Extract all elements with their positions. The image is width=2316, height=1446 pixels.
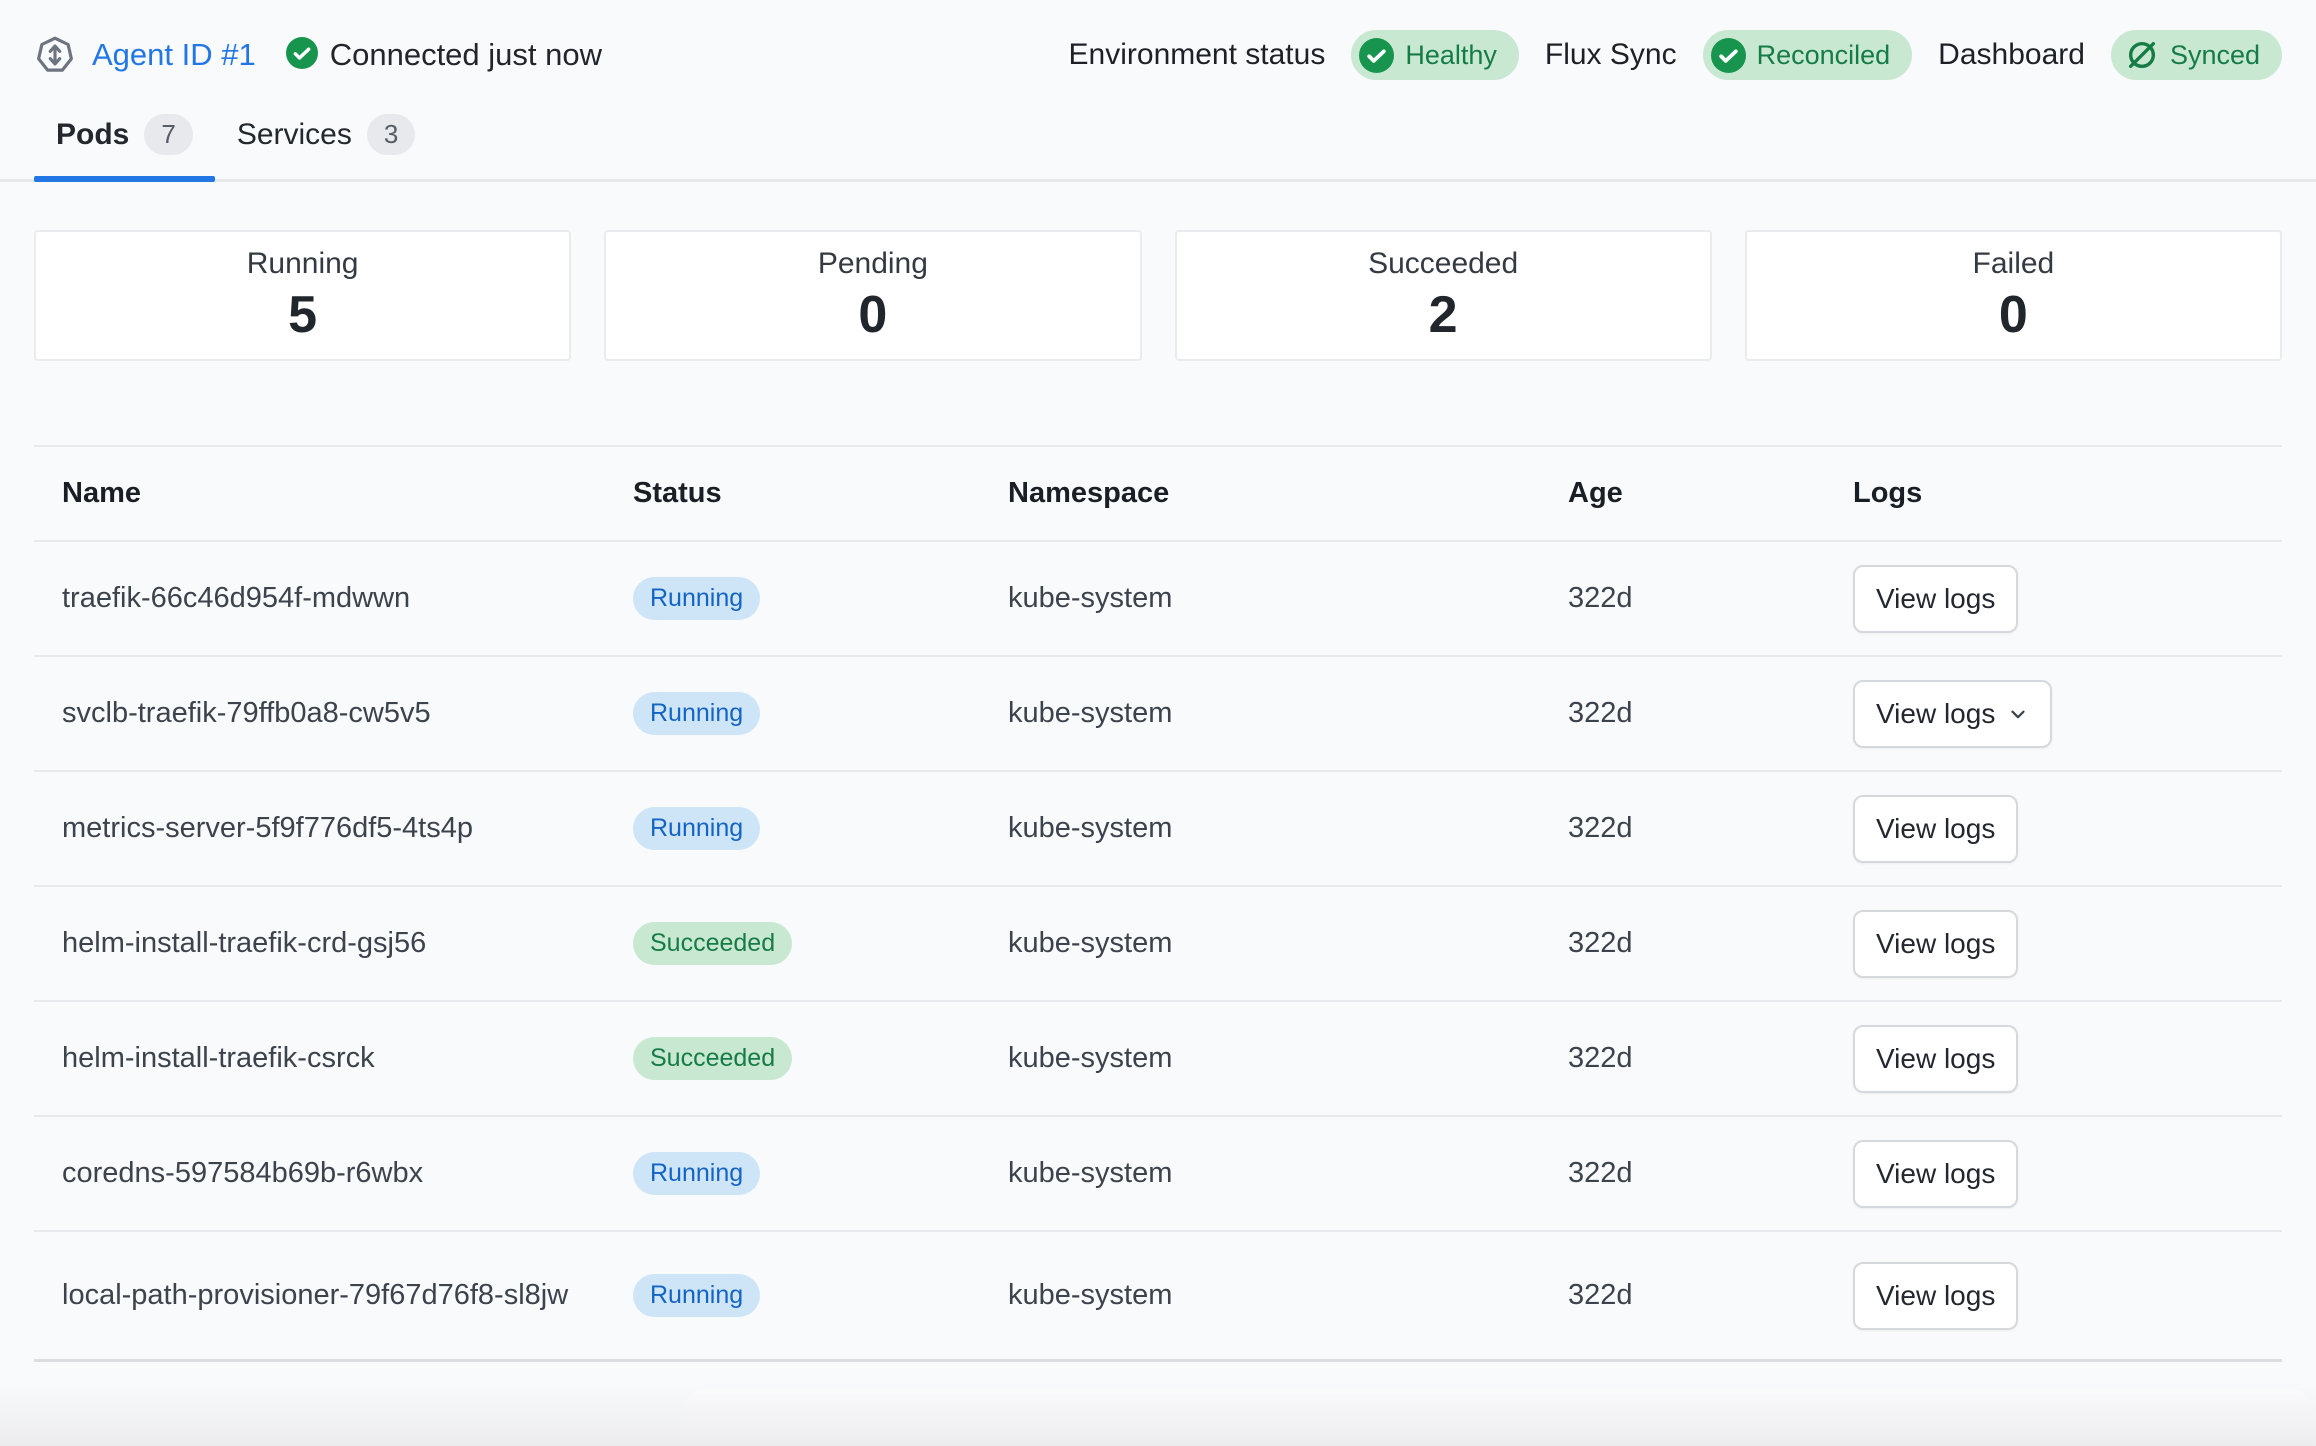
dashboard-label: Dashboard bbox=[1938, 38, 2085, 72]
bottom-panel-edge bbox=[680, 1388, 2316, 1446]
summary-card-succeeded: Succeeded 2 bbox=[1175, 230, 1712, 361]
sync-icon bbox=[2125, 38, 2159, 72]
view-logs-button[interactable]: View logs bbox=[1853, 795, 2018, 863]
tab-pods-label: Pods bbox=[56, 118, 129, 152]
pod-age: 322d bbox=[1568, 927, 1853, 960]
pod-name: traefik-66c46d954f-mdwwn bbox=[62, 579, 633, 618]
table-row: metrics-server-5f9f776df5-4ts4p Running … bbox=[34, 772, 2282, 887]
column-header-namespace: Namespace bbox=[1008, 477, 1568, 510]
view-logs-button[interactable]: View logs bbox=[1853, 910, 2018, 978]
flux-sync-badge-text: Reconciled bbox=[1757, 40, 1891, 71]
column-header-name: Name bbox=[62, 477, 633, 510]
topbar: Agent ID #1 Connected just now Environme… bbox=[0, 0, 2316, 82]
summary-card-value: 2 bbox=[1429, 285, 1458, 345]
summary-card-running: Running 5 bbox=[34, 230, 571, 361]
table-row: helm-install-traefik-csrck Succeeded kub… bbox=[34, 1002, 2282, 1117]
pod-name: local-path-provisioner-79f67d76f8-sl8jw bbox=[62, 1276, 633, 1315]
environment-status-badge: Healthy bbox=[1351, 30, 1519, 80]
summary-card-failed: Failed 0 bbox=[1745, 230, 2282, 361]
table-row: helm-install-traefik-crd-gsj56 Succeeded… bbox=[34, 887, 2282, 1002]
view-logs-label: View logs bbox=[1876, 813, 1995, 845]
tab-services-count-badge: 3 bbox=[367, 114, 415, 155]
view-logs-button[interactable]: View logs bbox=[1853, 1140, 2018, 1208]
flux-sync-label: Flux Sync bbox=[1545, 38, 1677, 72]
environment-status-badge-text: Healthy bbox=[1405, 40, 1497, 71]
view-logs-label: View logs bbox=[1876, 1280, 1995, 1312]
pod-namespace: kube-system bbox=[1008, 812, 1568, 845]
summary-card-label: Succeeded bbox=[1368, 247, 1518, 281]
column-header-age: Age bbox=[1568, 477, 1853, 510]
view-logs-label: View logs bbox=[1876, 1158, 1995, 1190]
pod-age: 322d bbox=[1568, 697, 1853, 730]
environment-status-label: Environment status bbox=[1069, 38, 1326, 72]
pod-namespace: kube-system bbox=[1008, 1279, 1568, 1312]
table-row: local-path-provisioner-79f67d76f8-sl8jw … bbox=[34, 1232, 2282, 1362]
pod-name: svclb-traefik-79ffb0a8-cw5v5 bbox=[62, 694, 633, 733]
table-header-row: Name Status Namespace Age Logs bbox=[34, 445, 2282, 542]
pod-namespace: kube-system bbox=[1008, 1042, 1568, 1075]
pod-namespace: kube-system bbox=[1008, 697, 1568, 730]
check-circle-icon bbox=[1711, 38, 1746, 73]
summary-card-value: 0 bbox=[1999, 285, 2028, 345]
pod-namespace: kube-system bbox=[1008, 582, 1568, 615]
view-logs-button[interactable]: View logs bbox=[1853, 1025, 2018, 1093]
summary-card-value: 5 bbox=[288, 285, 317, 345]
status-badge: Running bbox=[633, 1274, 760, 1318]
view-logs-label: View logs bbox=[1876, 928, 1995, 960]
view-logs-button[interactable]: View logs bbox=[1853, 1262, 2018, 1330]
agent-shield-arrows-icon bbox=[34, 34, 76, 76]
status-badge: Running bbox=[633, 577, 760, 621]
view-logs-label: View logs bbox=[1876, 583, 1995, 615]
pod-namespace: kube-system bbox=[1008, 1157, 1568, 1190]
status-badge: Succeeded bbox=[633, 1037, 792, 1081]
check-circle-icon bbox=[1359, 38, 1394, 73]
column-header-logs: Logs bbox=[1853, 477, 2282, 510]
pod-name: helm-install-traefik-crd-gsj56 bbox=[62, 924, 633, 963]
view-logs-button[interactable]: View logs bbox=[1853, 680, 2052, 748]
pod-age: 322d bbox=[1568, 812, 1853, 845]
tab-bar: Pods 7 Services 3 bbox=[0, 114, 2316, 182]
view-logs-button[interactable]: View logs bbox=[1853, 565, 2018, 633]
pods-table: Name Status Namespace Age Logs traefik-6… bbox=[34, 445, 2282, 1362]
pod-age: 322d bbox=[1568, 1157, 1853, 1190]
status-badge: Running bbox=[633, 1152, 760, 1196]
view-logs-label: View logs bbox=[1876, 698, 1995, 730]
pod-name: metrics-server-5f9f776df5-4ts4p bbox=[62, 809, 633, 848]
pod-name: helm-install-traefik-csrck bbox=[62, 1039, 633, 1078]
tab-services-label: Services bbox=[237, 118, 352, 152]
status-badge: Running bbox=[633, 807, 760, 851]
status-badge: Running bbox=[633, 692, 760, 736]
chevron-down-icon bbox=[2007, 703, 2029, 725]
summary-card-label: Pending bbox=[818, 247, 928, 281]
tab-pods-count-badge: 7 bbox=[144, 114, 192, 155]
pod-age: 322d bbox=[1568, 1279, 1853, 1312]
table-row: svclb-traefik-79ffb0a8-cw5v5 Running kub… bbox=[34, 657, 2282, 772]
summary-card-label: Failed bbox=[1973, 247, 2055, 281]
column-header-status: Status bbox=[633, 477, 1008, 510]
pod-name: coredns-597584b69b-r6wbx bbox=[62, 1154, 633, 1193]
table-body: traefik-66c46d954f-mdwwn Running kube-sy… bbox=[34, 542, 2282, 1362]
connection-status-text: Connected just now bbox=[330, 37, 602, 73]
tab-pods[interactable]: Pods 7 bbox=[34, 114, 215, 179]
summary-card-pending: Pending 0 bbox=[604, 230, 1141, 361]
pod-namespace: kube-system bbox=[1008, 927, 1568, 960]
summary-cards: Running 5 Pending 0 Succeeded 2 Failed 0 bbox=[34, 230, 2282, 361]
table-row: coredns-597584b69b-r6wbx Running kube-sy… bbox=[34, 1117, 2282, 1232]
tab-services[interactable]: Services 3 bbox=[215, 114, 438, 179]
summary-card-value: 0 bbox=[858, 285, 887, 345]
dashboard-sync-badge: Synced bbox=[2111, 30, 2282, 80]
connected-check-icon bbox=[286, 37, 318, 74]
agent-id-link[interactable]: Agent ID #1 bbox=[92, 37, 256, 73]
dashboard-sync-badge-text: Synced bbox=[2170, 40, 2260, 71]
view-logs-label: View logs bbox=[1876, 1043, 1995, 1075]
pod-age: 322d bbox=[1568, 1042, 1853, 1075]
table-row: traefik-66c46d954f-mdwwn Running kube-sy… bbox=[34, 542, 2282, 657]
status-badge: Succeeded bbox=[633, 922, 792, 966]
flux-sync-badge: Reconciled bbox=[1703, 30, 1913, 80]
summary-card-label: Running bbox=[247, 247, 359, 281]
pod-age: 322d bbox=[1568, 582, 1853, 615]
